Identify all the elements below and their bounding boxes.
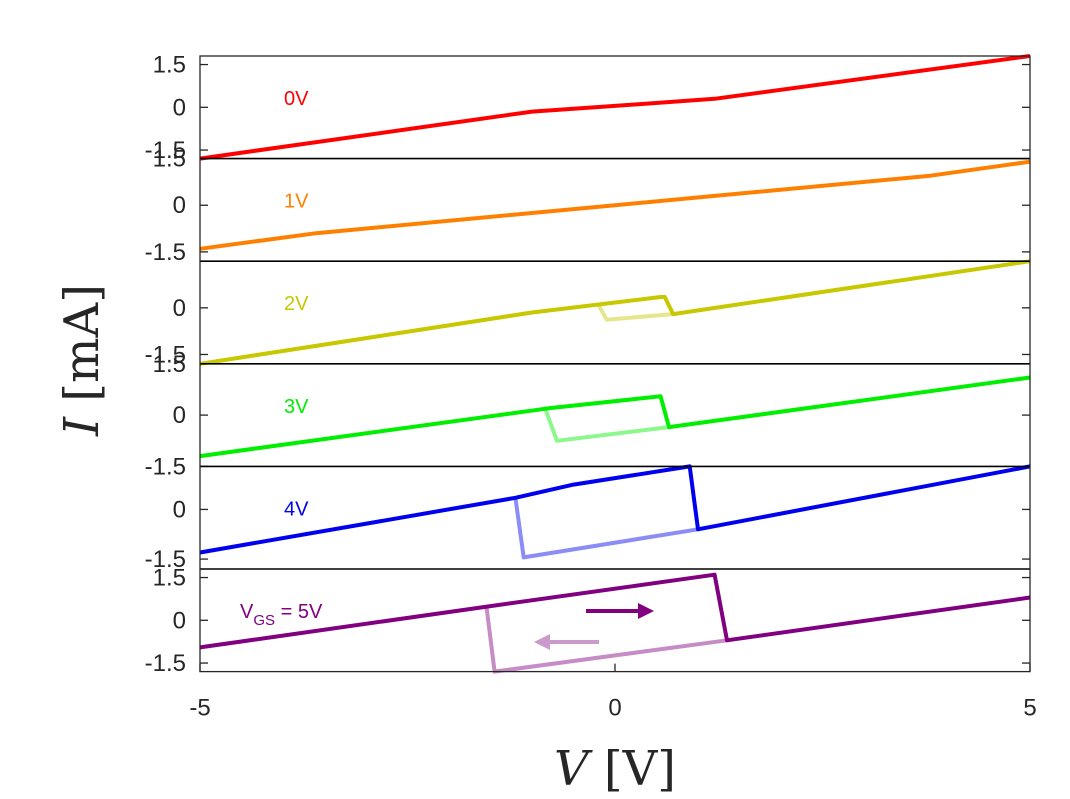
- panel-1V: 1V: [199, 159, 1031, 251]
- y-axis-variable: I: [54, 416, 110, 437]
- y-tick-label: 0: [173, 496, 186, 523]
- y-tick-label: 1.5: [153, 146, 186, 173]
- y-tick-label: -1.5: [145, 546, 186, 573]
- y-tick-label: 0: [173, 402, 186, 429]
- x-axis-unit: [V]: [604, 741, 676, 797]
- y-tick-label: 0: [173, 295, 186, 322]
- y-tick-label: -1.5: [145, 239, 186, 266]
- y-tick-label: 0: [173, 607, 186, 634]
- series-backward-sweep: [484, 605, 728, 674]
- series-forward-sweep: [199, 259, 1031, 366]
- panel-0V: 0V: [199, 54, 1031, 161]
- series-forward-sweep: [199, 572, 1031, 650]
- x-tick-label: 5: [1023, 695, 1036, 722]
- panel-label: 2V: [284, 293, 309, 315]
- y-tick-label: 1.5: [153, 351, 186, 378]
- y-tick-label: -1.5: [145, 341, 186, 368]
- series-backward-sweep: [542, 405, 670, 443]
- y-tick-label: 1.5: [153, 52, 186, 79]
- y-tick-label: -1.5: [145, 453, 186, 480]
- y-tick-label: 1.5: [153, 565, 186, 592]
- series-forward-sweep: [199, 159, 1031, 251]
- panel-3V: 3V: [199, 375, 1031, 459]
- series-forward-sweep: [199, 54, 1031, 161]
- panel-2V: 2V: [199, 259, 1031, 366]
- axes: 1.50-1.51.50-1.50-1.51.50-1.50-1.51.50-1…: [145, 52, 1037, 722]
- panel-label: 0V: [284, 88, 309, 110]
- x-axis-variable: V: [554, 741, 593, 797]
- y-tick-label: -1.5: [145, 137, 186, 164]
- panel-label: VGS = 5V: [240, 601, 323, 629]
- panel-label: 3V: [284, 396, 309, 418]
- y-tick-label: -1.5: [145, 650, 186, 677]
- y-axis-unit: [mA]: [54, 284, 110, 402]
- panel-4V: 4V: [199, 464, 1031, 560]
- y-tick-label: 0: [173, 192, 186, 219]
- series-backward-sweep: [596, 303, 674, 322]
- panel-label: 4V: [284, 498, 309, 520]
- series-forward-sweep: [199, 464, 1031, 555]
- x-tick-label: -5: [189, 695, 210, 722]
- y-tick-label: 0: [173, 94, 186, 121]
- plot-area: 0V 1V 2V 3V 4V VGS = 5V: [199, 54, 1031, 674]
- panel-5V: VGS = 5V: [199, 572, 1031, 674]
- series-backward-sweep: [513, 497, 699, 560]
- x-axis-label: V [V]: [554, 741, 676, 797]
- series-forward-sweep: [199, 375, 1031, 459]
- panel-label: 1V: [284, 191, 309, 213]
- x-tick-label: 0: [608, 695, 621, 722]
- y-axis-label: I [mA]: [54, 284, 110, 437]
